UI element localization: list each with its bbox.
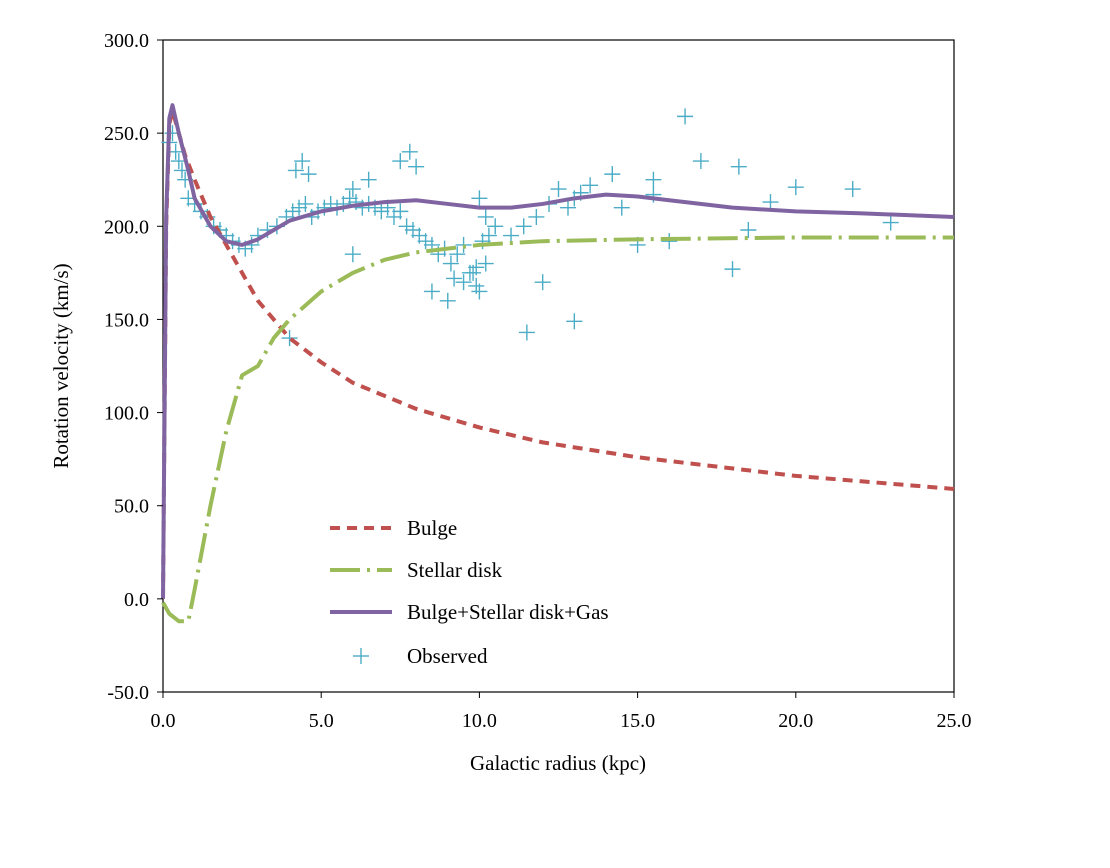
observed-point bbox=[534, 274, 551, 291]
x-tick-label: 25.0 bbox=[937, 710, 972, 732]
observed-point bbox=[582, 177, 599, 194]
observed-point bbox=[503, 227, 520, 244]
observed-point bbox=[477, 255, 494, 272]
observed-point bbox=[284, 203, 301, 220]
observed-point bbox=[740, 222, 757, 239]
observed-markers bbox=[161, 108, 899, 347]
observed-point bbox=[455, 274, 472, 291]
observed-point bbox=[392, 203, 409, 220]
observed-point bbox=[550, 181, 567, 198]
y-tick-label: 250.0 bbox=[104, 123, 149, 145]
y-axis-ticks: -50.0 0.0 50.0 100.0 150.0 200.0 250.0 300.0 bbox=[104, 30, 163, 704]
observed-point bbox=[287, 162, 304, 179]
observed-point bbox=[882, 214, 899, 231]
legend-label-bulge: Bulge bbox=[407, 516, 457, 540]
observed-point bbox=[480, 227, 497, 244]
observed-point bbox=[300, 166, 317, 183]
observed-point bbox=[465, 264, 482, 281]
stellar-disk-curve bbox=[161, 235, 954, 624]
observed-point bbox=[294, 153, 311, 170]
observed-point bbox=[408, 158, 425, 175]
observed-point bbox=[423, 283, 440, 300]
observed-point bbox=[373, 203, 390, 220]
y-tick-label: -50.0 bbox=[107, 682, 149, 704]
observed-point bbox=[341, 190, 358, 207]
x-tick-label: 0.0 bbox=[151, 710, 176, 732]
observed-point bbox=[344, 181, 361, 198]
x-tick-label: 15.0 bbox=[620, 710, 655, 732]
observed-point bbox=[661, 233, 678, 250]
y-axis-label: Rotation velocity (km/s) bbox=[49, 263, 73, 468]
observed-point bbox=[762, 194, 779, 211]
observed-point bbox=[604, 166, 621, 183]
observed-point bbox=[566, 313, 583, 330]
observed-point bbox=[360, 171, 377, 188]
y-tick-label: 100.0 bbox=[104, 403, 149, 425]
observed-point bbox=[297, 195, 314, 212]
observed-point bbox=[442, 255, 459, 272]
observed-point bbox=[559, 199, 576, 216]
y-tick-label: 150.0 bbox=[104, 309, 149, 331]
observed-point bbox=[645, 171, 662, 188]
y-tick-label: 0.0 bbox=[124, 589, 149, 611]
x-tick-label: 20.0 bbox=[778, 710, 813, 732]
legend-label-total: Bulge+Stellar disk+Gas bbox=[407, 600, 609, 624]
observed-point bbox=[487, 218, 504, 235]
observed-point bbox=[787, 179, 804, 196]
observed-point bbox=[730, 158, 747, 175]
x-tick-label: 5.0 bbox=[309, 710, 334, 732]
observed-point bbox=[417, 233, 434, 250]
observed-point bbox=[518, 324, 535, 341]
observed-point bbox=[446, 270, 463, 287]
y-tick-label: 200.0 bbox=[104, 216, 149, 238]
observed-point bbox=[692, 153, 709, 170]
observed-point bbox=[401, 143, 418, 160]
x-axis-label: Galactic radius (kpc) bbox=[470, 751, 646, 775]
observed-point bbox=[449, 246, 466, 263]
observed-point bbox=[392, 153, 409, 170]
legend: Bulge Stellar disk Bulge+Stellar disk+Ga… bbox=[330, 516, 609, 668]
observed-point bbox=[515, 218, 532, 235]
observed-point bbox=[344, 246, 361, 263]
observed-point bbox=[844, 181, 861, 198]
legend-swatch-observed bbox=[353, 648, 369, 664]
observed-point bbox=[398, 218, 415, 235]
x-axis-ticks: 0.0 5.0 10.0 15.0 20.0 25.0 bbox=[151, 692, 972, 732]
observed-point bbox=[439, 292, 456, 309]
legend-label-observed: Observed bbox=[407, 644, 488, 668]
legend-label-stellar-disk: Stellar disk bbox=[407, 558, 503, 582]
x-tick-label: 10.0 bbox=[462, 710, 497, 732]
total-curve bbox=[161, 103, 955, 599]
observed-point bbox=[471, 190, 488, 207]
model-curves bbox=[161, 103, 955, 624]
observed-point bbox=[291, 199, 308, 216]
observed-point bbox=[528, 208, 545, 225]
observed-point bbox=[724, 261, 741, 278]
observed-point bbox=[281, 330, 298, 347]
bulge-curve bbox=[161, 108, 955, 599]
y-tick-label: 50.0 bbox=[114, 496, 149, 518]
observed-point bbox=[471, 283, 488, 300]
y-tick-label: 300.0 bbox=[104, 30, 149, 52]
observed-point bbox=[613, 199, 630, 216]
observed-point bbox=[477, 208, 494, 225]
observed-point bbox=[677, 108, 694, 125]
plot-frame bbox=[162, 39, 955, 693]
